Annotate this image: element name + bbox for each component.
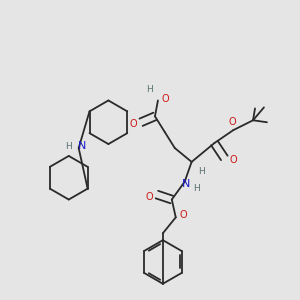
Text: O: O xyxy=(180,210,188,220)
Text: N: N xyxy=(77,141,86,151)
Text: N: N xyxy=(182,179,190,189)
Text: H: H xyxy=(147,85,153,94)
Text: H: H xyxy=(65,142,72,151)
Text: H: H xyxy=(198,167,205,176)
Text: H: H xyxy=(193,184,200,193)
Text: O: O xyxy=(145,192,153,202)
Text: O: O xyxy=(228,117,236,127)
Text: O: O xyxy=(161,94,169,104)
Text: O: O xyxy=(129,119,137,129)
Text: O: O xyxy=(230,155,237,165)
